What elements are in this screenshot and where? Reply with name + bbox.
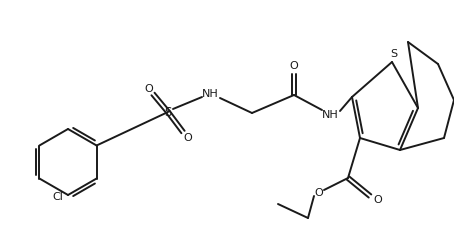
Text: O: O [374, 195, 382, 205]
Text: S: S [390, 49, 398, 59]
Text: O: O [290, 61, 298, 71]
Text: NH: NH [321, 110, 338, 120]
Text: S: S [164, 105, 172, 119]
Text: NH: NH [202, 89, 218, 99]
Text: O: O [145, 84, 153, 94]
Text: O: O [183, 133, 192, 143]
Text: Cl: Cl [52, 192, 63, 202]
Text: O: O [315, 188, 323, 198]
